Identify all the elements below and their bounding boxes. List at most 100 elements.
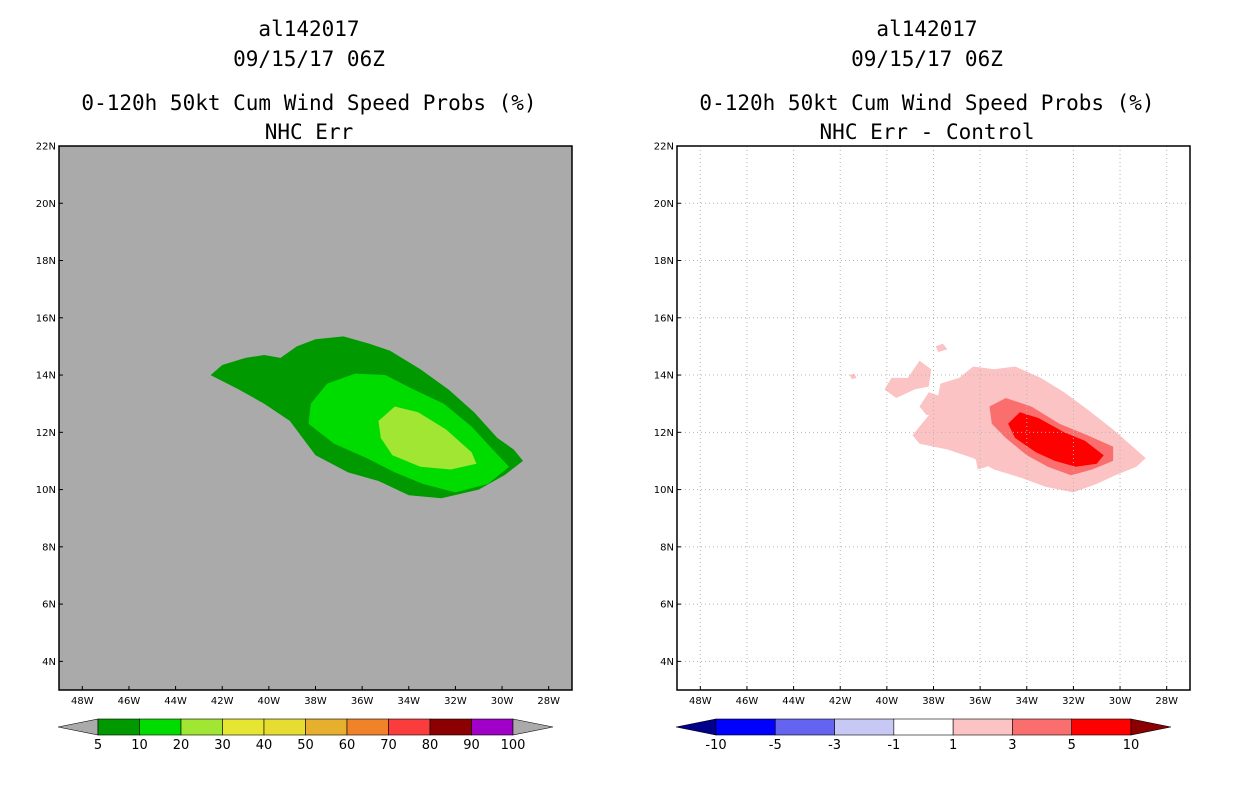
wind-probability-chart: 48W 46W 44W 42W 40W 38W 36W 34W 32W 30W 28W 4N 6N 8N 1…	[36, 142, 573, 753]
y-tick-label: 4N	[660, 657, 674, 668]
chart-subtitle: NHC Err - Control	[819, 120, 1035, 144]
x-tick-label: 28W	[1155, 696, 1178, 707]
colorbar-level-label: 1	[949, 738, 957, 753]
colorbar-box	[180, 718, 223, 736]
colorbar-box	[346, 718, 389, 736]
y-tick-label: 10N	[654, 485, 674, 496]
y-tick-label: 6N	[660, 600, 674, 611]
colorbar-box	[429, 718, 472, 736]
x-tick-label: 46W	[736, 696, 759, 707]
y-tick-label: 22N	[36, 142, 56, 153]
wind-probability-difference-chart: 48W 46W 44W 42W 40W 38W 36W 34W 32W 30W 28W 4N 6N 8N 1…	[654, 142, 1191, 753]
chart-title: 0-120h 50kt Cum Wind Speed Probs (%)	[81, 91, 537, 115]
x-tick-label: 38W	[304, 696, 327, 707]
storm-id-title: al142017	[258, 17, 360, 41]
colorbar-level-label: -10	[705, 738, 726, 753]
x-tick-label: 48W	[689, 696, 712, 707]
x-tick-label: 42W	[211, 696, 234, 707]
x-tick-label: 46W	[118, 696, 141, 707]
colorbar-level-label: 10	[1123, 738, 1140, 753]
x-tick-label: 32W	[444, 696, 467, 707]
contour-5-10	[1008, 412, 1104, 467]
contour-1-3	[935, 343, 948, 353]
colorbar-box	[222, 718, 265, 736]
colorbar-box	[952, 718, 1013, 736]
colorbar-box	[893, 718, 954, 736]
y-tick-label: 14N	[654, 371, 674, 382]
y-tick-label: 8N	[660, 542, 674, 553]
x-tick-label: 38W	[922, 696, 945, 707]
y-tick-label: 12N	[36, 428, 56, 439]
x-tick-label: 36W	[351, 696, 374, 707]
colorbar-level-label: 30	[214, 738, 231, 753]
y-tick-label: 6N	[42, 600, 56, 611]
y-tick-label: 4N	[42, 657, 56, 668]
colorbar-level-label: 50	[297, 738, 314, 753]
colorbar-box	[834, 718, 895, 736]
colorbar-level-label: -3	[828, 738, 841, 753]
colorbar-level-label: -1	[887, 738, 900, 753]
chart-subtitle: NHC Err	[264, 120, 354, 144]
colorbar-box	[97, 718, 140, 736]
y-tick-label: 22N	[654, 142, 674, 153]
y-tick-label: 16N	[654, 313, 674, 324]
x-tick-label: 34W	[1015, 696, 1038, 707]
x-tick-label: 40W	[876, 696, 899, 707]
chart-title: 0-120h 50kt Cum Wind Speed Probs (%)	[699, 91, 1155, 115]
colorbar-level-label: 90	[463, 738, 480, 753]
colorbar-box	[139, 718, 182, 736]
colorbar-level-label: 70	[380, 738, 397, 753]
colorbar-box	[388, 718, 431, 736]
colorbar-box	[715, 718, 776, 736]
x-tick-label: 30W	[1109, 696, 1132, 707]
y-tick-label: 10N	[36, 485, 56, 496]
colorbar-box	[1071, 718, 1132, 736]
colorbar-high-triangle	[512, 718, 554, 736]
colorbar-level-label: -5	[769, 738, 782, 753]
datetime-title: 09/15/17 06Z	[851, 47, 1003, 71]
x-tick-label: 32W	[1062, 696, 1085, 707]
colorbar-level-label: 20	[173, 738, 190, 753]
storm-id-title: al142017	[876, 17, 978, 41]
x-tick-label: 40W	[258, 696, 281, 707]
colorbar-level-label: 100	[501, 738, 526, 753]
x-tick-label: 36W	[969, 696, 992, 707]
y-tick-label: 20N	[654, 199, 674, 210]
colorbar-box	[774, 718, 835, 736]
colorbar-level-label: 80	[422, 738, 439, 753]
contour-1-3	[975, 458, 990, 470]
left-chart-panel: al142017 09/15/17 06Z 0-120h 50kt Cum Wi…	[36, 17, 573, 753]
y-tick-label: 8N	[42, 542, 56, 553]
y-tick-label: 18N	[654, 256, 674, 267]
colorbar-level-label: 5	[94, 738, 102, 753]
y-tick-label: 12N	[654, 428, 674, 439]
x-tick-label: 44W	[782, 696, 805, 707]
contour-1-3	[919, 392, 946, 416]
contour-1-3	[884, 360, 932, 398]
colorbar-level-label: 3	[1008, 738, 1016, 753]
colorbar-box	[263, 718, 306, 736]
x-tick-label: 42W	[829, 696, 852, 707]
x-tick-label: 30W	[491, 696, 514, 707]
colorbar-level-label: 10	[131, 738, 148, 753]
y-tick-label: 16N	[36, 313, 56, 324]
colorbar-box	[305, 718, 348, 736]
y-tick-label: 20N	[36, 199, 56, 210]
x-tick-label: 28W	[537, 696, 560, 707]
datetime-title: 09/15/17 06Z	[233, 47, 385, 71]
right-chart-panel: al142017 09/15/17 06Z 0-120h 50kt Cum Wi…	[618, 0, 1236, 800]
contour-1-3	[849, 373, 857, 380]
colorbar-low-triangle	[675, 718, 717, 736]
x-tick-label: 48W	[71, 696, 94, 707]
contour-20-30	[378, 406, 477, 470]
x-tick-label: 44W	[164, 696, 187, 707]
colorbar-level-label: 5	[1068, 738, 1076, 753]
colorbar-high-triangle	[1130, 718, 1172, 736]
colorbar-box	[471, 718, 514, 736]
colorbar-low-triangle	[57, 718, 99, 736]
x-tick-label: 34W	[397, 696, 420, 707]
y-tick-label: 14N	[36, 371, 56, 382]
y-tick-label: 18N	[36, 256, 56, 267]
colorbar-box	[1012, 718, 1073, 736]
colorbar-level-label: 60	[339, 738, 356, 753]
